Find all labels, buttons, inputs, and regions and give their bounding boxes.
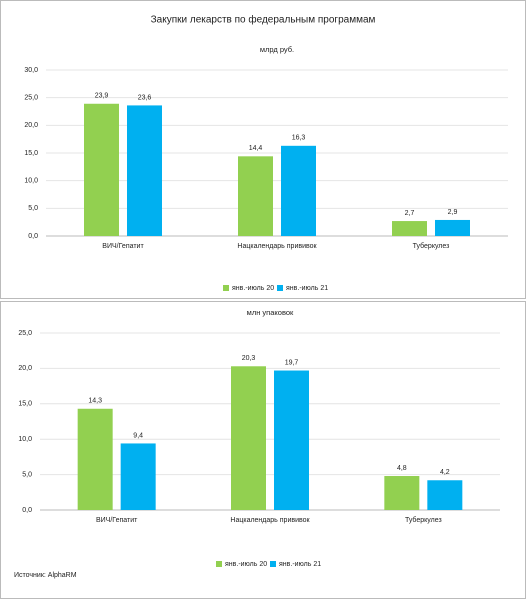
value-label: 23,9 [95,93,109,100]
page-title: Закупки лекарств по федеральным программ… [151,14,376,26]
bar [392,221,427,236]
value-label: 19,7 [285,359,299,366]
value-label: 14,3 [88,398,102,405]
y-tick-label: 25,0 [18,330,32,337]
y-tick-label: 5,0 [22,471,32,478]
y-tick-label: 10,0 [18,436,32,443]
legend-label: янв.-июль 21 [279,561,321,568]
y-tick-label: 20,0 [24,122,38,129]
x-tick-label: Туберкулез [405,516,442,524]
bar [435,219,470,236]
y-tick-label: 0,0 [28,233,38,240]
x-tick-label: ВИЧ/Гепатит [96,517,138,524]
bar [274,370,309,510]
value-label: 2,7 [405,210,415,217]
bar [77,408,113,510]
legend-swatch [270,561,276,567]
value-label: 16,3 [292,135,306,142]
y-tick-label: 0,0 [22,507,32,514]
value-label: 4,8 [397,465,407,472]
legend-label: янв.-июль 20 [225,561,267,568]
y-tick-label: 20,0 [18,365,32,372]
bar [281,145,316,236]
value-label: 23,6 [138,94,152,101]
y-tick-label: 15,0 [18,401,32,408]
chart-subtitle: млн упаковок [247,308,294,317]
value-label: 4,2 [440,469,450,476]
y-tick-label: 5,0 [28,205,38,212]
legend-label: янв.-июль 20 [232,285,274,292]
x-tick-label: Нацкалендарь прививок [237,243,317,250]
bar [84,103,119,237]
value-label: 2,9 [448,209,458,216]
x-tick-label: Нацкалендарь прививок [230,517,310,524]
y-tick-label: 25,0 [24,95,38,102]
y-tick-label: 15,0 [24,150,38,157]
bar [120,443,156,510]
bar [384,476,420,510]
value-label: 9,4 [133,432,143,439]
chart-subtitle: млрд руб. [260,45,294,54]
legend-label: янв.-июль 21 [286,285,328,292]
bar [427,480,463,510]
value-label: 20,3 [242,355,256,362]
bar [238,156,273,236]
legend-swatch [223,285,229,291]
legend-swatch [277,285,283,291]
x-tick-label: ВИЧ/Гепатит [102,243,144,250]
source: Источник: AlphaRM [14,572,77,579]
y-tick-label: 10,0 [24,178,38,185]
legend-swatch [216,561,222,567]
y-tick-label: 30,0 [24,67,38,74]
value-label: 14,4 [249,145,263,152]
bar [127,105,162,236]
bar [231,366,266,510]
x-tick-label: Туберкулез [413,242,450,250]
